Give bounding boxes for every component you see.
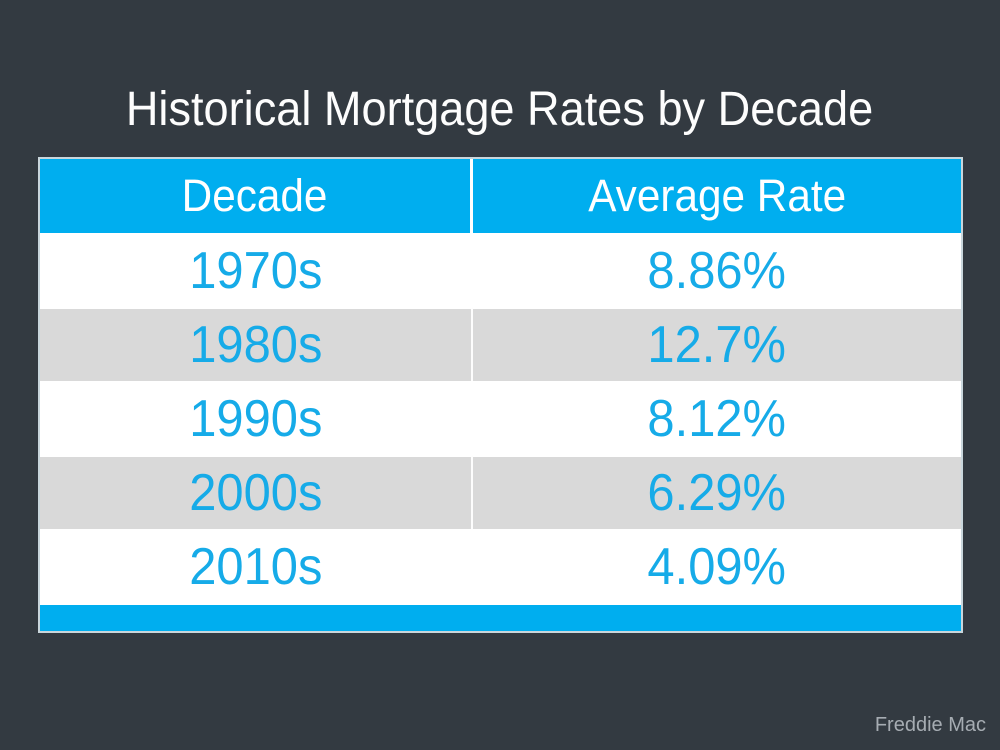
table-row: 1990s 8.12%	[40, 381, 961, 455]
decade-cell: 2000s	[40, 455, 473, 529]
decade-value: 1990s	[188, 390, 323, 448]
decade-cell: 2010s	[40, 529, 473, 603]
column-header-average-rate-label: Average Rate	[588, 170, 846, 221]
page-title-text: Historical Mortgage Rates by Decade	[126, 83, 874, 137]
column-header-decade-label: Decade	[182, 170, 328, 221]
rate-cell: 8.86%	[473, 233, 961, 307]
rate-cell: 12.7%	[473, 307, 961, 381]
rate-value: 8.12%	[647, 390, 787, 448]
table-row: 2010s 4.09%	[40, 529, 961, 603]
decade-value: 1980s	[188, 316, 323, 374]
rate-cell: 8.12%	[473, 381, 961, 455]
decade-cell: 1990s	[40, 381, 473, 455]
decade-value: 1970s	[188, 242, 323, 300]
table-footer-accent-bar	[40, 603, 961, 631]
rate-cell: 6.29%	[473, 455, 961, 529]
column-header-decade: Decade	[40, 159, 473, 233]
mortgage-rates-table: Decade Average Rate 1970s 8.86% 1980s 12…	[38, 157, 963, 633]
column-header-average-rate: Average Rate	[473, 159, 961, 233]
rate-value: 4.09%	[647, 538, 787, 596]
decade-value: 2000s	[188, 464, 323, 522]
rate-value: 8.86%	[647, 242, 787, 300]
rate-value: 6.29%	[647, 464, 787, 522]
source-attribution: Freddie Mac	[874, 714, 986, 736]
decade-cell: 1980s	[40, 307, 473, 381]
table-row: 2000s 6.29%	[40, 455, 961, 529]
page-title: Historical Mortgage Rates by Decade	[0, 82, 1000, 137]
decade-cell: 1970s	[40, 233, 473, 307]
table-row: 1970s 8.86%	[40, 233, 961, 307]
rate-value: 12.7%	[647, 316, 787, 374]
table-row: 1980s 12.7%	[40, 307, 961, 381]
rate-cell: 4.09%	[473, 529, 961, 603]
decade-value: 2010s	[188, 538, 323, 596]
table-header-row: Decade Average Rate	[40, 159, 961, 233]
